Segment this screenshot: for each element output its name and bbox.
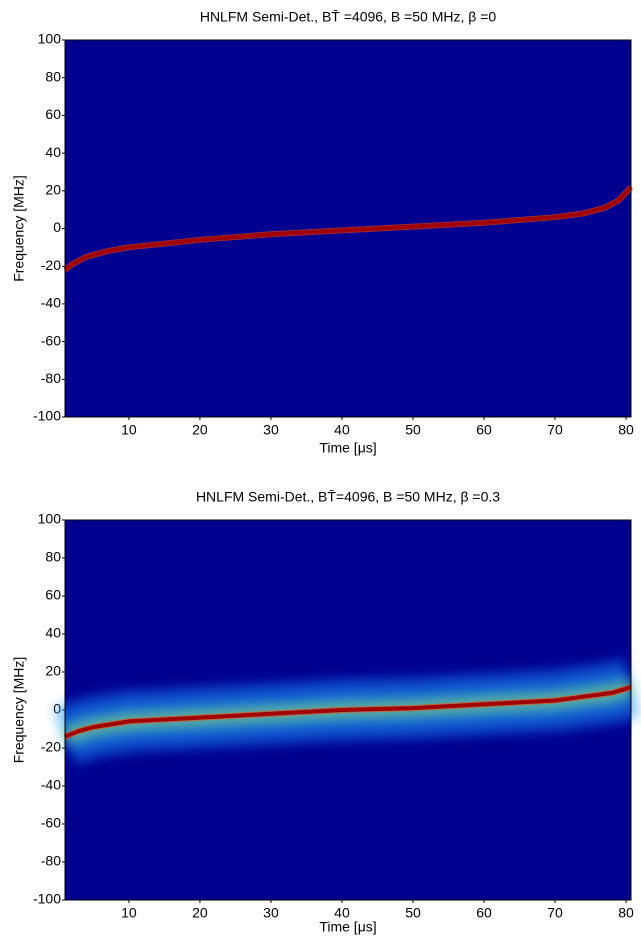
y-tick-label: 80 xyxy=(45,549,61,565)
y-axis-label: Frequency [MHz] xyxy=(11,657,27,764)
y-tick-label: -40 xyxy=(41,777,61,793)
y-tick-label: -20 xyxy=(41,739,61,755)
chart-title: HNLFM Semi-Det., BT̄ =4096, B =50 MHz, β… xyxy=(200,9,497,25)
x-tick-label: 70 xyxy=(547,422,563,438)
x-tick-label: 30 xyxy=(263,905,279,921)
x-axis-label: Time [μs] xyxy=(319,440,376,456)
y-tick-label: 80 xyxy=(45,68,61,84)
y-tick-label: 20 xyxy=(45,182,61,198)
y-tick-label: -100 xyxy=(33,408,61,424)
y-tick-label: -80 xyxy=(41,370,61,386)
x-tick-label: 20 xyxy=(192,905,208,921)
plot-frame xyxy=(64,39,632,418)
y-tick-label: -40 xyxy=(41,295,61,311)
y-tick-label: 60 xyxy=(45,106,61,122)
y-tick-label: 100 xyxy=(38,511,62,527)
y-tick-label: 40 xyxy=(45,144,61,160)
x-tick-label: 40 xyxy=(334,905,350,921)
x-tick-label: 10 xyxy=(121,422,137,438)
x-axis-label: Time [μs] xyxy=(319,919,376,935)
y-tick-label: 40 xyxy=(45,625,61,641)
ridge-line xyxy=(63,185,633,272)
x-tick-label: 80 xyxy=(618,905,634,921)
y-tick-label: 60 xyxy=(45,587,61,603)
x-tick-label: 60 xyxy=(476,422,492,438)
x-tick-label: 80 xyxy=(618,422,634,438)
ridge-line xyxy=(64,685,632,739)
y-tick-label: -60 xyxy=(41,815,61,831)
x-tick-label: 60 xyxy=(476,905,492,921)
x-tick-label: 10 xyxy=(121,905,137,921)
y-tick-label: -60 xyxy=(41,332,61,348)
y-axis-label: Frequency [MHz] xyxy=(11,175,27,282)
y-tick-label: -20 xyxy=(41,257,61,273)
x-tick-label: 70 xyxy=(547,905,563,921)
x-tick-label: 20 xyxy=(192,422,208,438)
x-tick-label: 50 xyxy=(405,905,421,921)
x-tick-label: 50 xyxy=(405,422,421,438)
x-tick-label: 40 xyxy=(334,422,350,438)
y-tick-label: -100 xyxy=(33,891,61,907)
y-tick-label: 100 xyxy=(38,31,62,47)
plot-frame xyxy=(64,519,632,901)
y-tick-label: -80 xyxy=(41,853,61,869)
chart-title: HNLFM Semi-Det., BT̄=4096, B =50 MHz, β … xyxy=(196,489,500,505)
y-tick-label: 20 xyxy=(45,663,61,679)
x-tick-label: 30 xyxy=(263,422,279,438)
y-tick-label: 0 xyxy=(53,219,61,235)
